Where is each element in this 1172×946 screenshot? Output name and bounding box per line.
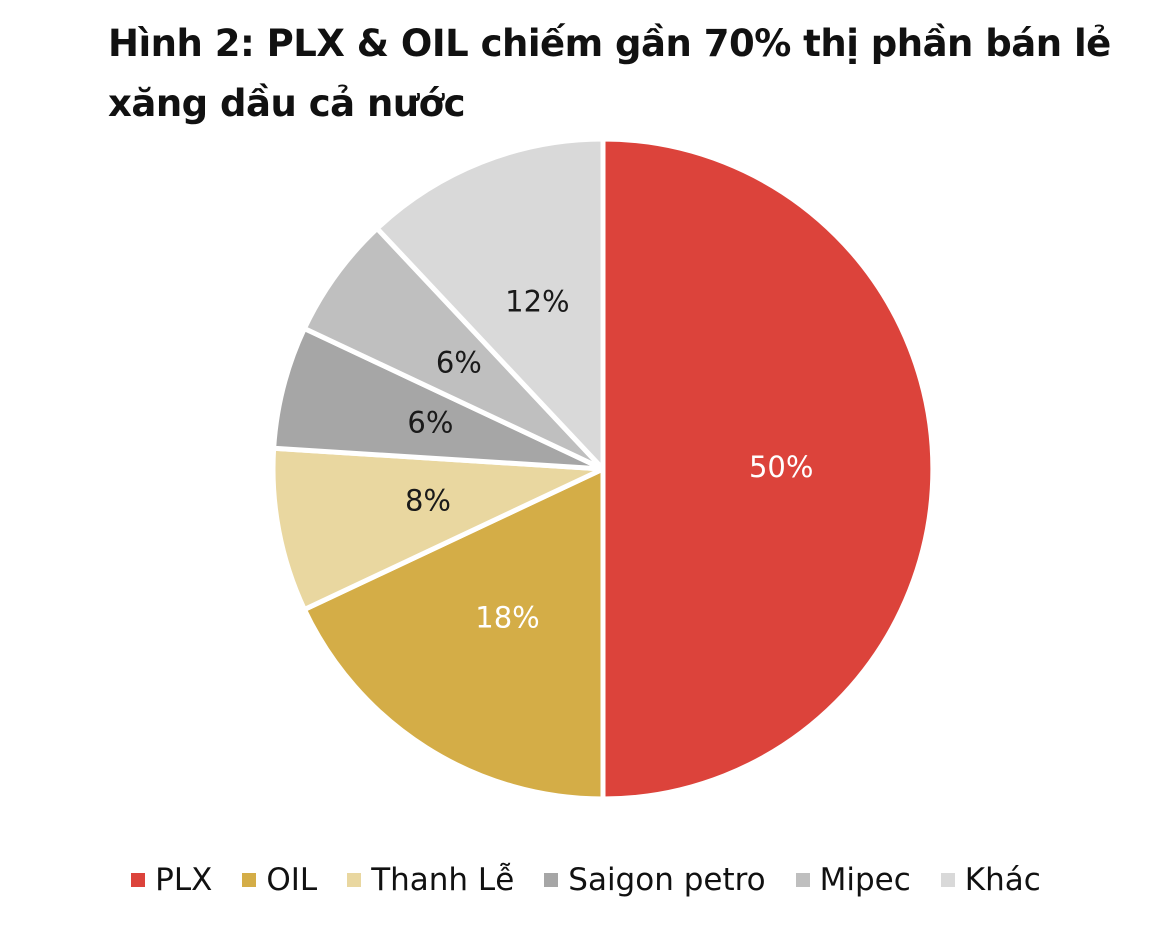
legend-item: PLX (131, 862, 212, 898)
chart-title: Hình 2: PLX & OIL chiếm gần 70% thị phần… (108, 22, 1111, 125)
legend-item: OIL (242, 862, 317, 898)
legend-item: Saigon petro (544, 862, 766, 898)
data-label: 6% (436, 345, 482, 379)
legend-item: Mipec (795, 862, 911, 898)
data-label: 18% (475, 600, 539, 634)
pie-slice (600, 136, 936, 802)
legend-swatch (242, 873, 257, 887)
data-label: 6% (407, 406, 453, 440)
data-label: 12% (505, 284, 569, 318)
pie-slice (374, 136, 606, 472)
data-label: 50% (749, 450, 813, 484)
legend-swatch (347, 873, 362, 887)
legend-label: PLX (155, 862, 213, 898)
legend: PLX OIL Thanh Lễ Saigon petro Mipec Khác (0, 862, 1172, 898)
legend-label: Saigon petro (568, 862, 766, 898)
legend-swatch (544, 873, 559, 887)
legend-label: Thanh Lễ (371, 862, 515, 898)
legend-item: Thanh Lễ (347, 862, 514, 898)
legend-label: Mipec (819, 862, 911, 898)
pie-slice (270, 445, 606, 613)
pie-slice (301, 466, 606, 802)
legend-item: Khác (940, 862, 1041, 898)
legend-label: Khác (964, 862, 1041, 898)
legend-swatch (131, 873, 146, 887)
data-label: 8% (405, 483, 451, 517)
legend-swatch (795, 873, 810, 887)
legend-swatch (940, 873, 955, 887)
legend-label: OIL (266, 862, 318, 898)
